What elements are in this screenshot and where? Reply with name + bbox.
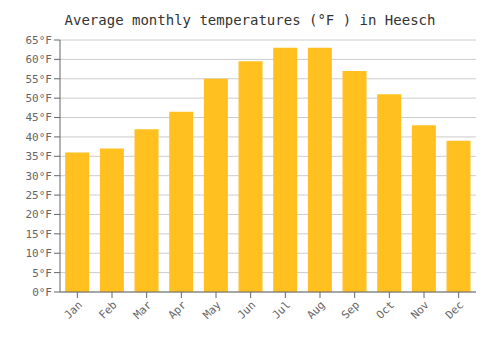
svg-text:Jun: Jun <box>235 298 258 321</box>
svg-text:55°F: 55°F <box>26 73 53 86</box>
svg-text:Feb: Feb <box>96 298 119 321</box>
svg-text:5°F: 5°F <box>32 267 52 280</box>
html-text:Average monthly temperatures (: Average monthly temperatures (°F ) in He… <box>64 12 436 28</box>
svg-text:35°F: 35°F <box>26 150 53 163</box>
svg-text:Sep: Sep <box>339 298 362 321</box>
svg-text:0°F: 0°F <box>32 286 52 299</box>
svg-text:May: May <box>200 298 224 322</box>
svg-text:Dec: Dec <box>443 298 466 321</box>
svg-text:10°F: 10°F <box>26 247 53 260</box>
svg-text:65°F: 65°F <box>26 34 53 47</box>
svg-text:Jul: Jul <box>270 298 293 321</box>
svg-text:20°F: 20°F <box>26 208 53 221</box>
svg-text:Jan: Jan <box>62 298 85 321</box>
svg-text:15°F: 15°F <box>26 228 53 241</box>
svg-text:45°F: 45°F <box>26 111 53 124</box>
svg-text:40°F: 40°F <box>26 131 53 144</box>
svg-text:30°F: 30°F <box>26 170 53 183</box>
svg-text:Mar: Mar <box>131 298 155 322</box>
svg-text:Aug: Aug <box>304 298 327 321</box>
svg-text:Oct: Oct <box>374 298 397 321</box>
svg-text:Nov: Nov <box>408 298 432 322</box>
svg-text:Apr: Apr <box>166 298 190 322</box>
svg-text:50°F: 50°F <box>26 92 53 105</box>
svg-text:25°F: 25°F <box>26 189 53 202</box>
svg-text:60°F: 60°F <box>26 53 53 66</box>
